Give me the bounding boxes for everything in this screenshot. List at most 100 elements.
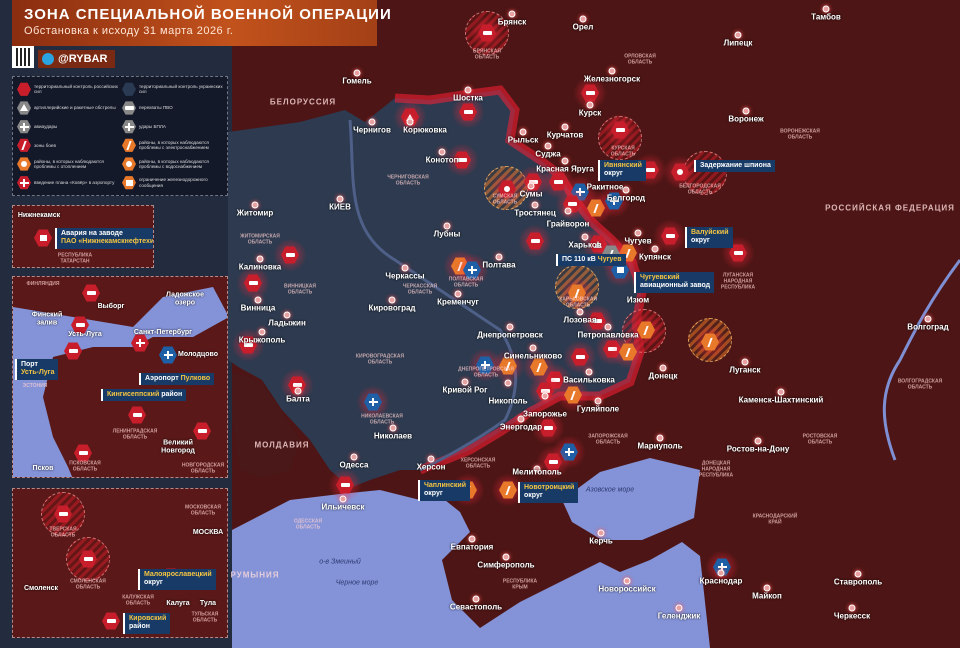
lightning-icon[interactable] xyxy=(701,333,719,351)
city-marker[interactable] xyxy=(427,455,435,463)
fire-icon[interactable] xyxy=(498,180,516,198)
tank-icon[interactable] xyxy=(71,316,89,334)
city-marker[interactable] xyxy=(659,364,667,372)
city-marker[interactable] xyxy=(822,5,830,13)
lightning-icon[interactable] xyxy=(499,481,517,499)
tank-icon[interactable] xyxy=(336,476,354,494)
city-marker[interactable] xyxy=(502,553,510,561)
lightning-icon[interactable] xyxy=(499,357,517,375)
city-marker[interactable] xyxy=(561,157,569,165)
city-marker[interactable] xyxy=(777,388,785,396)
city-marker[interactable] xyxy=(579,15,587,23)
lightning-icon[interactable] xyxy=(637,321,655,339)
city-marker[interactable] xyxy=(576,308,584,316)
city-marker[interactable] xyxy=(468,535,476,543)
drone-icon[interactable] xyxy=(605,192,623,210)
tank-icon[interactable] xyxy=(729,244,747,262)
tank-icon[interactable] xyxy=(128,406,146,424)
city-marker[interactable] xyxy=(675,604,683,612)
city-marker[interactable] xyxy=(438,148,446,156)
city-marker[interactable] xyxy=(254,296,262,304)
city-marker[interactable] xyxy=(519,128,527,136)
tank-icon[interactable] xyxy=(74,444,92,462)
city-marker[interactable] xyxy=(651,245,659,253)
tank-icon[interactable] xyxy=(581,84,599,102)
drone-icon[interactable] xyxy=(463,261,481,279)
tank-icon[interactable] xyxy=(588,312,606,330)
lightning-icon[interactable] xyxy=(619,343,637,361)
city-marker[interactable] xyxy=(608,67,616,75)
tank-icon[interactable] xyxy=(82,284,100,302)
city-marker[interactable] xyxy=(854,570,862,578)
city-marker[interactable] xyxy=(586,101,594,109)
tank-icon[interactable] xyxy=(526,232,544,250)
tank-icon[interactable] xyxy=(54,505,72,523)
spy-icon[interactable] xyxy=(671,163,689,181)
tank-icon[interactable] xyxy=(459,103,477,121)
city-marker[interactable] xyxy=(561,123,569,131)
city-marker[interactable] xyxy=(508,10,516,18)
city-marker[interactable] xyxy=(754,437,762,445)
lightning-icon[interactable] xyxy=(568,284,586,302)
city-marker[interactable] xyxy=(401,264,409,272)
channel-badge[interactable]: @RYBAR xyxy=(38,50,116,68)
city-marker[interactable] xyxy=(504,379,512,387)
city-marker[interactable] xyxy=(443,222,451,230)
tank-icon[interactable] xyxy=(544,453,562,471)
city-marker[interactable] xyxy=(256,255,264,263)
tank-icon[interactable] xyxy=(79,550,97,568)
lightning-icon[interactable] xyxy=(564,386,582,404)
city-marker[interactable] xyxy=(406,118,414,126)
explosion-icon[interactable] xyxy=(34,229,52,247)
city-marker[interactable] xyxy=(527,182,535,190)
city-marker[interactable] xyxy=(604,323,612,331)
city-marker[interactable] xyxy=(656,434,664,442)
city-marker[interactable] xyxy=(634,229,642,237)
tank-icon[interactable] xyxy=(571,348,589,366)
city-marker[interactable] xyxy=(597,529,605,537)
city-marker[interactable] xyxy=(464,86,472,94)
city-marker[interactable] xyxy=(622,186,630,194)
lightning-icon[interactable] xyxy=(530,358,548,376)
city-marker[interactable] xyxy=(389,424,397,432)
city-marker[interactable] xyxy=(585,368,593,376)
city-marker[interactable] xyxy=(339,495,347,503)
artillery-icon[interactable] xyxy=(401,108,419,126)
city-marker[interactable] xyxy=(541,392,549,400)
tank-icon[interactable] xyxy=(244,274,262,292)
city-marker[interactable] xyxy=(533,465,541,473)
city-marker[interactable] xyxy=(529,344,537,352)
city-marker[interactable] xyxy=(283,311,291,319)
tank-icon[interactable] xyxy=(549,173,567,191)
city-marker[interactable] xyxy=(544,142,552,150)
city-marker[interactable] xyxy=(350,453,358,461)
city-marker[interactable] xyxy=(336,195,344,203)
city-marker[interactable] xyxy=(594,397,602,405)
city-marker[interactable] xyxy=(368,118,376,126)
city-marker[interactable] xyxy=(848,604,856,612)
city-marker[interactable] xyxy=(564,207,572,215)
tank-icon[interactable] xyxy=(536,382,554,400)
city-marker[interactable] xyxy=(353,69,361,77)
qr-code-icon[interactable] xyxy=(12,46,34,68)
city-marker[interactable] xyxy=(506,323,514,331)
city-marker[interactable] xyxy=(924,315,932,323)
drone-icon[interactable] xyxy=(364,393,382,411)
drone-icon[interactable] xyxy=(159,346,177,364)
tank-icon[interactable] xyxy=(288,376,306,394)
city-marker[interactable] xyxy=(581,233,589,241)
tank-icon[interactable] xyxy=(239,336,257,354)
tank-icon[interactable] xyxy=(281,246,299,264)
city-marker[interactable] xyxy=(531,201,539,209)
city-marker[interactable] xyxy=(294,387,302,395)
city-marker[interactable] xyxy=(623,577,631,585)
tank-icon[interactable] xyxy=(611,121,629,139)
city-marker[interactable] xyxy=(763,584,771,592)
city-marker[interactable] xyxy=(388,296,396,304)
city-marker[interactable] xyxy=(495,253,503,261)
tank-icon[interactable] xyxy=(131,334,149,352)
tank-icon[interactable] xyxy=(64,342,82,360)
tank-icon[interactable] xyxy=(539,419,557,437)
city-marker[interactable] xyxy=(258,328,266,336)
tank-icon[interactable] xyxy=(193,422,211,440)
